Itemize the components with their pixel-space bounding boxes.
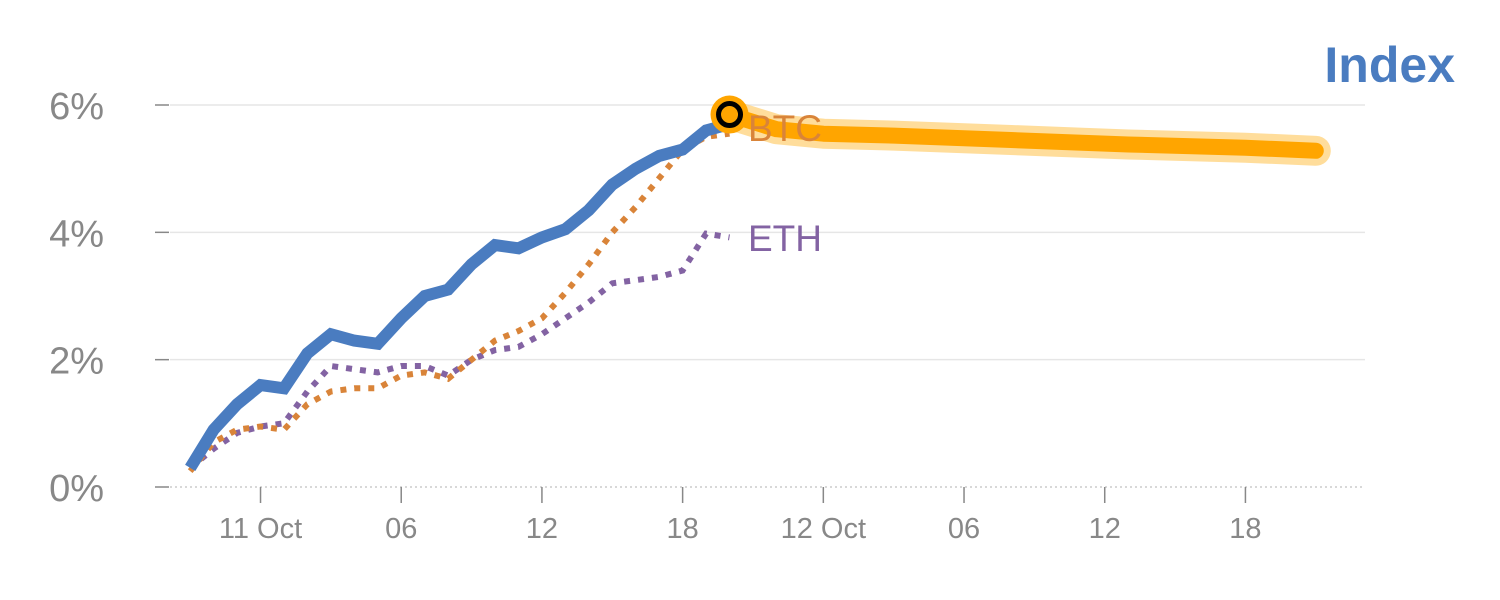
x-tick-label: 11 Oct [219, 513, 302, 545]
y-tick-label: 6% [49, 86, 104, 128]
x-tick-label: 12 [526, 513, 558, 545]
gridlines [170, 104, 1365, 361]
series [185, 95, 1331, 473]
series-line-btc [187, 130, 730, 473]
y-tick-label: 0% [49, 468, 104, 510]
axes: 0% 2% 4% 6% 11 Oct 06 12 18 12 Oct 06 12 18 [49, 86, 1365, 545]
x-tick-label: 06 [948, 513, 980, 545]
series-line-eth [188, 230, 730, 471]
y-tick-label: 4% [49, 213, 104, 255]
x-tick-label: 12 [1089, 513, 1121, 545]
y-tick-label: 2% [49, 341, 104, 383]
series-label-btc: BTC [748, 108, 822, 149]
x-tick-label: 06 [385, 513, 417, 545]
x-tick-label: 12 Oct [781, 513, 866, 545]
series-line-index [185, 118, 732, 472]
labels: BTC ETH Index [748, 37, 1455, 259]
x-tick-label: 18 [1229, 513, 1261, 545]
marker-inner [716, 101, 744, 129]
series-label-eth: ETH [748, 218, 822, 259]
projection-line [721, 106, 1324, 159]
x-tick-label: 18 [666, 513, 698, 545]
chart-title: Index [1324, 37, 1455, 93]
